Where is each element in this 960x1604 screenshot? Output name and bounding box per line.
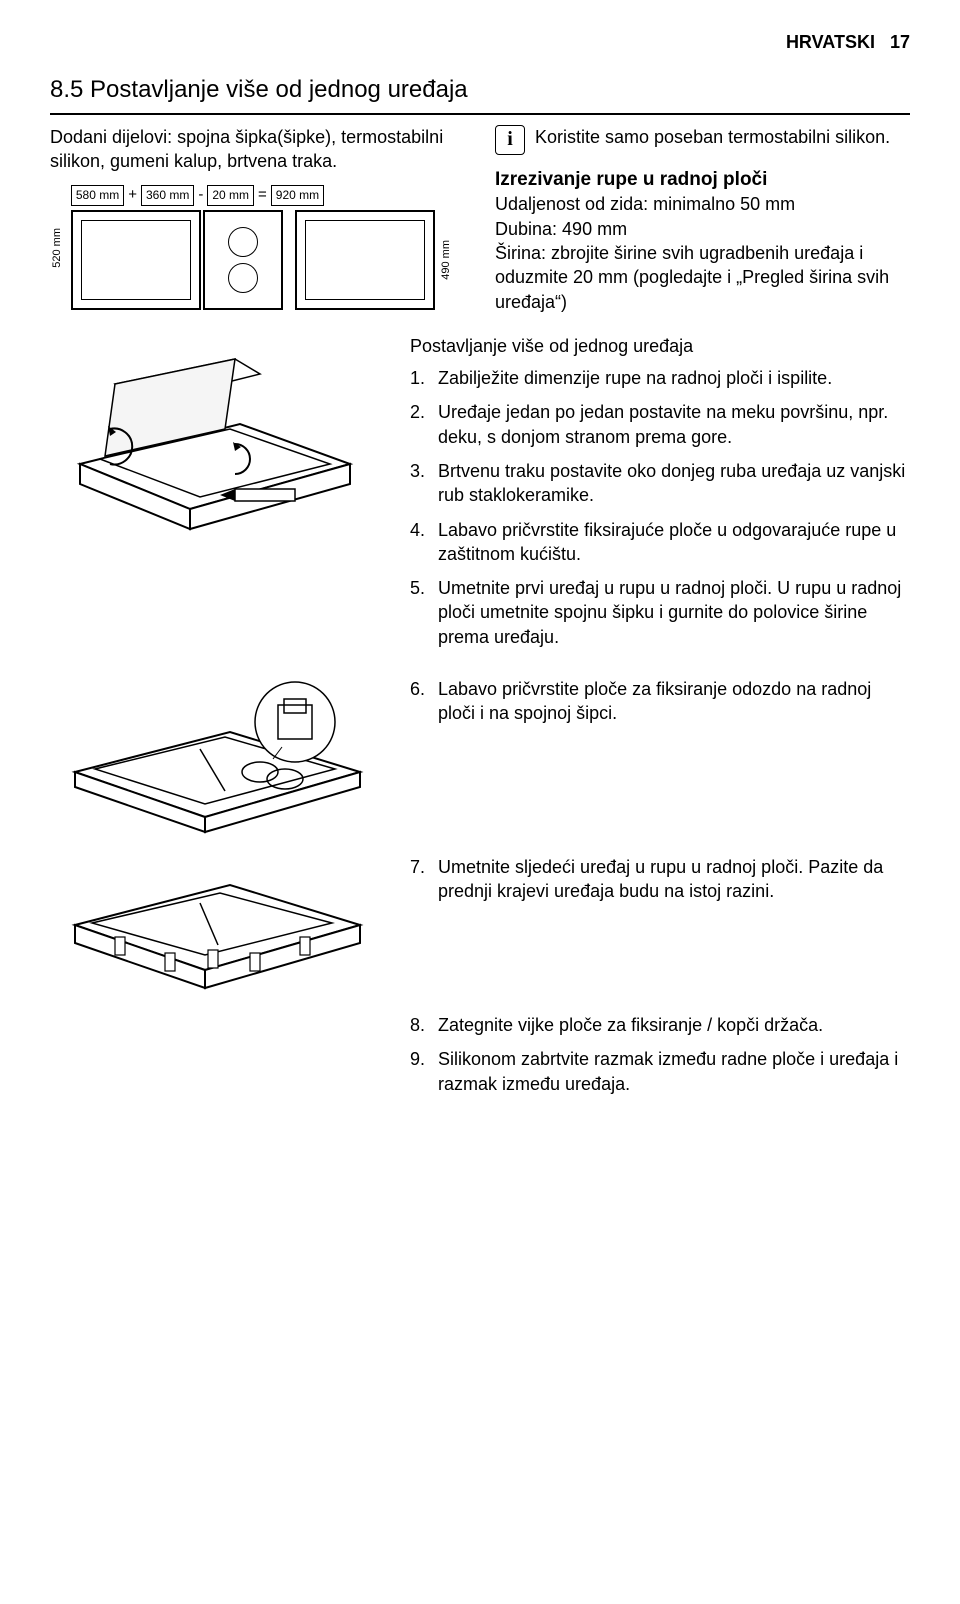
steps-list-b: Labavo pričvrstite ploče za fiksiranje o… [410,677,910,726]
cutout-title: Izrezivanje rupe u radnoj ploči [495,167,910,193]
illustration-step7 [50,855,380,995]
steps-list-a: Zabilježite dimenzije rupe na radnoj plo… [410,366,910,649]
steps-list-c: Umetnite sljedeći uređaj u rupu u radnoj… [410,855,910,904]
intro-text: Dodani dijelovi: spojna šipka(šipke), te… [50,125,465,174]
info-icon: i [495,125,525,155]
steps-list-d: Zategnite vijke ploče za fiksiranje / ko… [410,1013,910,1096]
dimension-diagram: 520 mm 580 mm + 360 mm - 20 mm = 920 mm [50,185,465,309]
cutout-body: Udaljenost od zida: minimalno 50 mm Dubi… [495,192,910,313]
header-lang: HRVATSKI [786,32,875,52]
illustration-step6 [50,677,380,837]
info-note: i Koristite samo poseban termostabilni s… [495,125,910,155]
height-label-left: 520 mm [50,228,65,268]
header-page: 17 [890,32,910,52]
height-label-right: 490 mm [439,240,454,280]
page-header: HRVATSKI 17 [50,30,910,54]
illustration-step5 [50,334,380,659]
section-title: 8.5 Postavljanje više od jednog uređaja [50,74,910,114]
steps-subtitle: Postavljanje više od jednog uređaja [410,334,910,358]
illustration-step89 [50,1013,380,1106]
